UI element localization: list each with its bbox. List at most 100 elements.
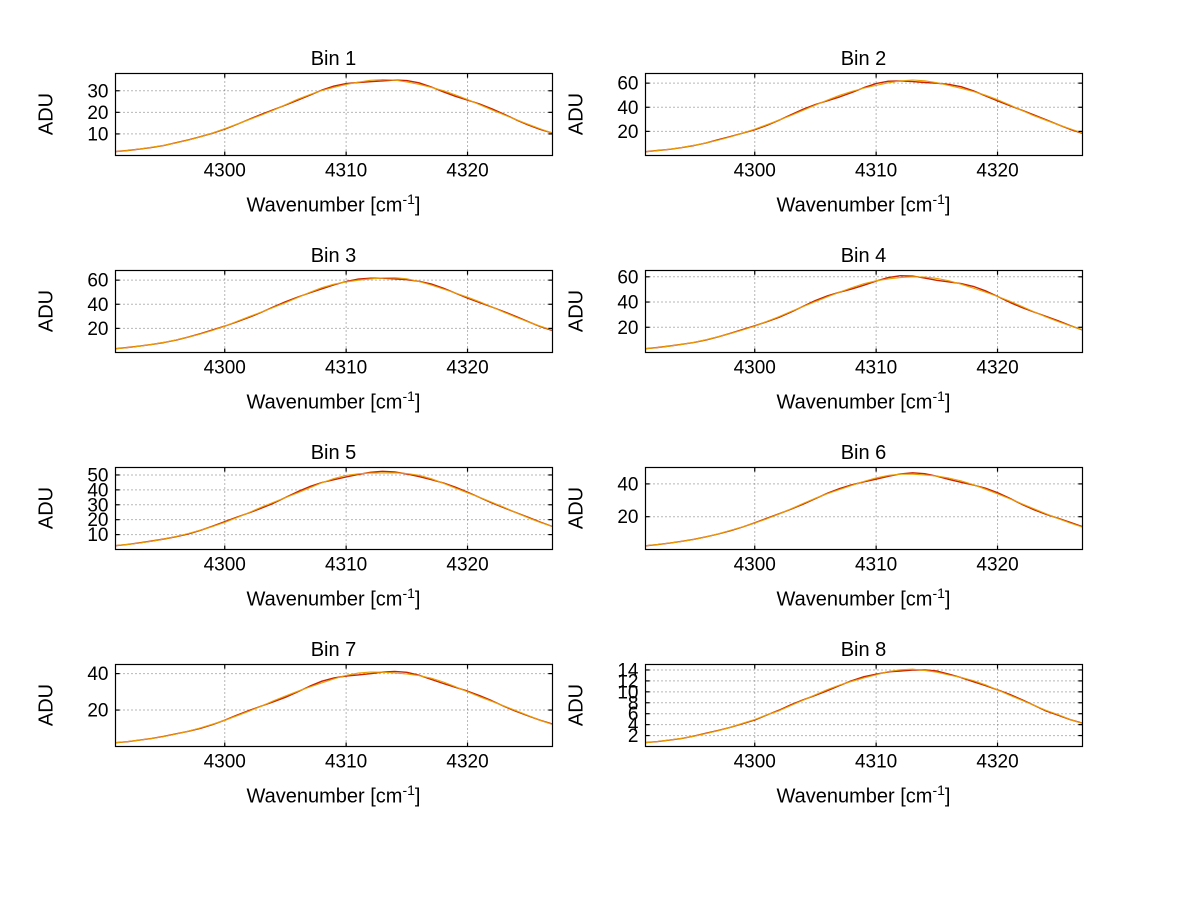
x-axis-label-sup: -1 [932, 191, 945, 207]
x-axis-label-close: ] [944, 194, 951, 217]
axis-ticks [645, 270, 1083, 353]
chart-area: 4300 4310 4320 20 40 [87, 663, 554, 773]
y-axis-label-area: ADU [564, 663, 590, 775]
x-axis-label-text: Wavenumber [cm [776, 391, 933, 414]
plot-row: ADU 4300 4310 4320 20 40 [564, 466, 1085, 578]
series-line-secondary [645, 669, 1083, 744]
y-axis-label: ADU [35, 486, 58, 530]
y-tick-label: 20 [87, 319, 108, 340]
x-axis-label-close: ] [414, 588, 421, 611]
x-tick-label: 4310 [855, 161, 897, 182]
series-line-secondary [115, 670, 553, 744]
y-axis-label-area: ADU [564, 269, 590, 381]
series-line-secondary [115, 79, 553, 153]
grid-lines [645, 467, 1083, 550]
tick-labels: 4300 4310 4320 20 40 [617, 474, 1018, 575]
y-axis-label: ADU [35, 683, 58, 727]
x-axis-label-text: Wavenumber [cm [776, 194, 933, 217]
series-line-primary [645, 668, 1083, 744]
x-axis-label-close: ] [414, 391, 421, 414]
y-tick-label: 60 [617, 74, 638, 95]
grid-lines [115, 664, 553, 747]
chart-area: 4300 4310 4320 20 40 [617, 466, 1084, 576]
subplot-title: Bin 4 [840, 245, 887, 267]
x-axis-label-close: ] [414, 194, 421, 217]
axes-box [114, 466, 554, 551]
series-line-secondary [115, 470, 553, 547]
x-axis-label: Wavenumber [cm-1] [645, 775, 1082, 808]
x-tick-label: 4300 [204, 358, 246, 379]
x-axis-label-sup: -1 [402, 191, 415, 207]
plot-row: ADU 4300 4310 4320 10 20 30 [34, 72, 555, 184]
x-axis-label-text: Wavenumber [cm [246, 391, 403, 414]
x-tick-label: 4320 [976, 161, 1018, 182]
axes-box [114, 72, 554, 157]
x-tick-label: 4320 [976, 752, 1018, 773]
x-axis-label: Wavenumber [cm-1] [645, 578, 1082, 611]
x-tick-label: 4320 [446, 358, 488, 379]
subplot-bin-7: Bin 7 ADU 4300 4310 4320 20 40 Wavenumber [c… [34, 637, 555, 808]
y-tick-label: 8 [628, 693, 639, 714]
x-axis-label: Wavenumber [cm-1] [115, 381, 552, 414]
y-tick-label: 30 [87, 81, 108, 102]
x-tick-label: 4300 [734, 161, 776, 182]
y-axis-label-area: ADU [34, 663, 60, 775]
x-axis-label-sup: -1 [402, 585, 415, 601]
x-tick-label: 4310 [325, 555, 367, 576]
series-line-primary [115, 472, 553, 547]
y-axis-label-area: ADU [34, 72, 60, 184]
series-line-secondary [645, 472, 1083, 547]
y-axis-label: ADU [565, 683, 588, 727]
axis-ticks [645, 73, 1083, 156]
axis-ticks [645, 467, 1083, 550]
plot-row: ADU 4300 4310 4320 20 40 60 [564, 72, 1085, 184]
series-line-primary [115, 671, 553, 744]
x-axis-label-text: Wavenumber [cm [776, 785, 933, 808]
grid-lines [645, 270, 1083, 353]
y-tick-label: 14 [617, 663, 639, 681]
x-axis-label-sup: -1 [402, 782, 415, 798]
y-tick-label: 40 [617, 474, 638, 495]
y-tick-label: 40 [87, 295, 108, 316]
x-axis-label-close: ] [414, 785, 421, 808]
axis-ticks [115, 73, 553, 156]
y-axis-label: ADU [35, 92, 58, 136]
x-tick-label: 4320 [446, 752, 488, 773]
y-tick-label: 10 [617, 682, 638, 703]
tick-labels: 4300 4310 4320 20 40 60 [617, 74, 1018, 182]
x-axis-label-text: Wavenumber [cm [246, 194, 403, 217]
x-axis-label-text: Wavenumber [cm [246, 785, 403, 808]
axes-box [644, 663, 1084, 748]
y-axis-label-area: ADU [564, 466, 590, 578]
x-axis-label: Wavenumber [cm-1] [115, 578, 552, 611]
x-tick-label: 4310 [325, 358, 367, 379]
y-tick-label: 40 [617, 293, 638, 314]
x-tick-label: 4300 [204, 752, 246, 773]
x-tick-label: 4310 [855, 555, 897, 576]
plot-row: ADU 4300 4310 4320 20 40 60 [34, 269, 555, 381]
plot-row: ADU 4300 4310 4320 20 40 [34, 663, 555, 775]
series-line-secondary [115, 277, 553, 350]
x-tick-label: 4320 [976, 358, 1018, 379]
subplot-bin-8: Bin 8 ADU 4300 4310 4320 2 4 6 8 10 12 14 Wavenum… [564, 637, 1085, 808]
y-axis-label: ADU [565, 289, 588, 333]
x-axis-label-close: ] [944, 588, 951, 611]
tick-labels: 4300 4310 4320 20 40 60 [617, 269, 1018, 379]
axes-box [114, 663, 554, 748]
chart-area: 4300 4310 4320 20 40 60 [617, 269, 1084, 379]
y-tick-label: 50 [87, 466, 108, 486]
y-tick-label: 20 [87, 103, 108, 124]
series-line-primary [645, 276, 1083, 350]
y-tick-label: 10 [87, 525, 108, 546]
plot-row: ADU 4300 4310 4320 20 40 60 [564, 269, 1085, 381]
axes-box [644, 72, 1084, 157]
x-tick-label: 4300 [734, 358, 776, 379]
x-tick-label: 4310 [325, 161, 367, 182]
series-line-secondary [645, 274, 1083, 350]
subplot-title: Bin 2 [840, 48, 887, 70]
